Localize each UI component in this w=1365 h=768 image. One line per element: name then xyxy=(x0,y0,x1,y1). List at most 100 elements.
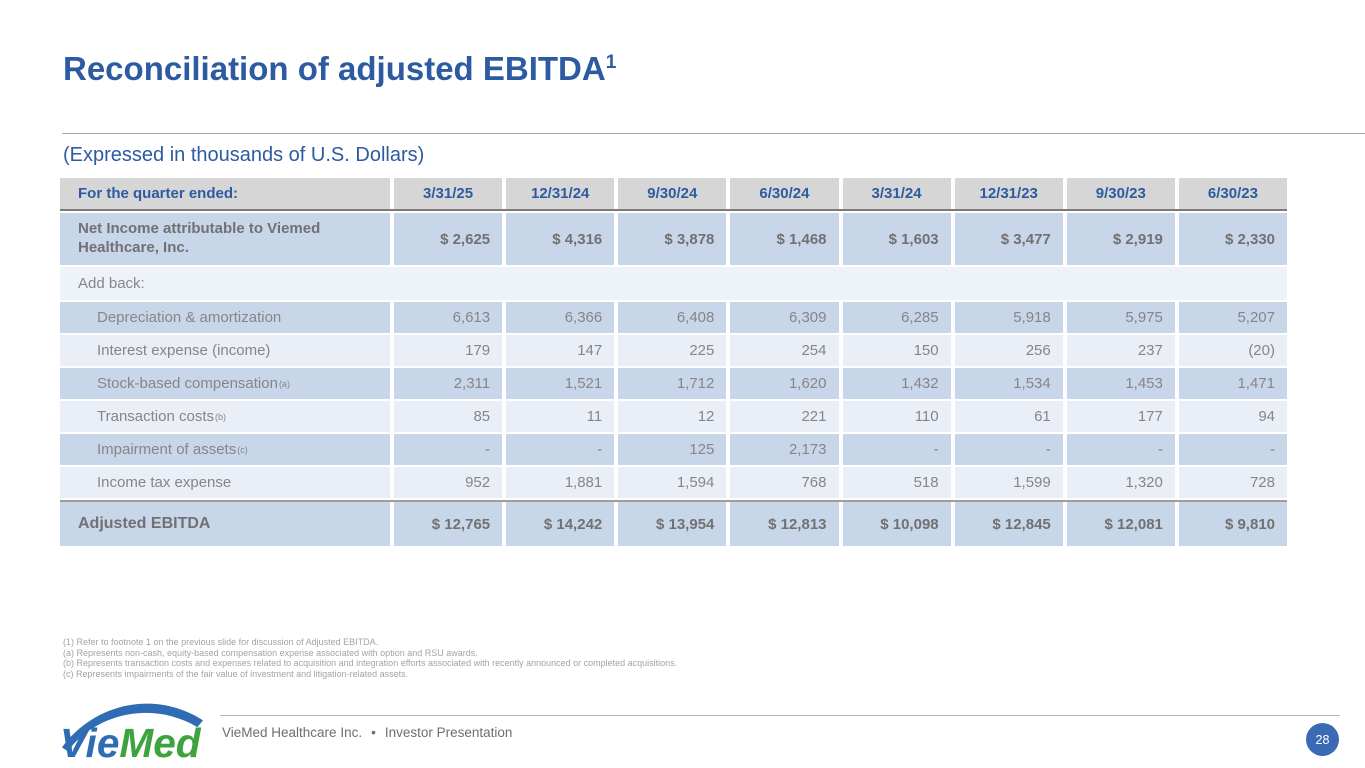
logo-swoosh-icon xyxy=(61,703,204,752)
cell-value: $ 2,330 xyxy=(1178,213,1287,265)
title-divider xyxy=(62,133,1365,134)
footer-text: VieMed Healthcare Inc. • Investor Presenta… xyxy=(222,725,512,740)
cell-value: 94 xyxy=(1178,401,1287,432)
cell-value: $ 12,765 xyxy=(394,502,503,546)
cell-value: 768 xyxy=(730,467,839,498)
cell-value: - xyxy=(954,434,1063,465)
cell-value: $ 12,813 xyxy=(730,502,839,546)
cell-value: $ 3,477 xyxy=(954,213,1063,265)
row-label: Transaction costs (b) xyxy=(60,401,390,432)
table-row: Net Income attributable to Viemed Health… xyxy=(60,213,1287,265)
ebitda-reconciliation-table: For the quarter ended: 3/31/25 12/31/24 9/3… xyxy=(60,178,1287,546)
cell-value: $ 14,242 xyxy=(506,502,615,546)
viemed-logo: VieMed xyxy=(60,703,204,763)
cell-value: 177 xyxy=(1066,401,1175,432)
title-footnote-marker: 1 xyxy=(605,52,617,73)
cell-value: 61 xyxy=(954,401,1063,432)
cell-value: $ 1,468 xyxy=(730,213,839,265)
row-label: Adjusted EBITDA xyxy=(60,502,390,546)
cell-value: (20) xyxy=(1178,335,1287,366)
table-header-row: For the quarter ended: 3/31/25 12/31/24 9/3… xyxy=(60,178,1287,211)
footer-presentation: Investor Presentation xyxy=(384,725,513,740)
units-subtitle: (Expressed in thousands of U.S. Dollars) xyxy=(63,144,425,166)
cell-value: 1,534 xyxy=(954,368,1063,399)
cell-value: 518 xyxy=(842,467,951,498)
cell-value: 6,285 xyxy=(842,302,951,333)
cell-value: 1,881 xyxy=(506,467,615,498)
cell-value: 1,320 xyxy=(1066,467,1175,498)
cell-value: 5,918 xyxy=(954,302,1063,333)
footer-divider xyxy=(220,715,1340,716)
table-row: Income tax expense 952 1,881 1,594 768 518 1,5… xyxy=(60,467,1287,498)
footnote-line: (1) Refer to footnote 1 on the previous … xyxy=(63,637,379,647)
cell-value: 1,521 xyxy=(506,368,615,399)
cell-value: 1,599 xyxy=(954,467,1063,498)
cell-value: 110 xyxy=(842,401,951,432)
row-label: Add back: xyxy=(60,267,1287,300)
column-header: 12/31/24 xyxy=(506,178,615,209)
column-header: 3/31/24 xyxy=(842,178,951,209)
table-row: Interest expense (income) 179 147 225 254 150… xyxy=(60,335,1287,366)
logo-text-green: Med xyxy=(119,720,201,763)
cell-value: 1,432 xyxy=(842,368,951,399)
cell-value: 6,366 xyxy=(506,302,615,333)
page-title: Reconciliation of adjusted EBITDA1 xyxy=(63,50,616,88)
cell-value: 728 xyxy=(1178,467,1287,498)
page-number-badge: 28 xyxy=(1306,723,1339,756)
footnote-line: (a) Represents non-cash, equity-based co… xyxy=(63,647,478,658)
label-footnote-marker: (a) xyxy=(278,378,290,389)
cell-value: 237 xyxy=(1066,335,1175,366)
cell-value: - xyxy=(1178,434,1287,465)
row-label: Depreciation & amortization xyxy=(60,302,390,333)
column-header: 6/30/24 xyxy=(730,178,839,209)
table-row: Transaction costs (b) 85 11 12 221 110 61 177 94 xyxy=(60,401,1287,432)
table-row: Impairment of assets (c) - -125 2,173- - - - xyxy=(60,434,1287,465)
cell-value: - xyxy=(1066,434,1175,465)
footnote-line: (b) Represents transaction costs and exp… xyxy=(63,658,678,669)
footnotes: (1) Refer to footnote 1 on the previous … xyxy=(63,637,677,679)
table-row: Add back: xyxy=(60,267,1287,300)
cell-value: 125 xyxy=(618,434,727,465)
cell-value: - xyxy=(842,434,951,465)
label-footnote-marker: (b) xyxy=(215,411,226,422)
cell-value: 5,207 xyxy=(1178,302,1287,333)
cell-value: 179 xyxy=(394,335,503,366)
cell-value: $ 9,810 xyxy=(1178,502,1287,546)
footer-company: VieMed Healthcare Inc. xyxy=(222,725,363,740)
row-label: Impairment of assets (c) xyxy=(60,434,390,465)
cell-value: $ 3,878 xyxy=(618,213,727,265)
cell-value: 150 xyxy=(842,335,951,366)
footnote-line: (c) Represents impairments of the fair v… xyxy=(63,668,409,679)
cell-value: 952 xyxy=(394,467,503,498)
column-header: 6/30/23 xyxy=(1178,178,1287,209)
footer-bullet: • xyxy=(371,725,376,740)
cell-value: 85 xyxy=(394,401,503,432)
page-title-text: Reconciliation of adjusted EBITDA xyxy=(63,50,606,87)
cell-value: 12 xyxy=(618,401,727,432)
table-row: Depreciation & amortization 6,613 6,366 6,4… xyxy=(60,302,1287,333)
cell-value: 1,471 xyxy=(1178,368,1287,399)
cell-value: 221 xyxy=(730,401,839,432)
cell-value: 1,620 xyxy=(730,368,839,399)
row-label: Net Income attributable to Viemed Health… xyxy=(60,213,390,265)
table-row: Stock-based compensation (a) 2,311 1,521 1,7… xyxy=(60,368,1287,399)
svg-text:VieMed: VieMed xyxy=(60,720,202,763)
cell-value: 6,309 xyxy=(730,302,839,333)
table-row: Adjusted EBITDA $ 12,765 $ 14,242 $ 13,954 $… xyxy=(60,500,1287,546)
column-header: 12/31/23 xyxy=(954,178,1063,209)
cell-value: 254 xyxy=(730,335,839,366)
cell-value: $ 1,603 xyxy=(842,213,951,265)
cell-value: 6,408 xyxy=(618,302,727,333)
logo-text-blue: Vie xyxy=(60,720,119,763)
table-corner-label: For the quarter ended: xyxy=(60,178,390,209)
cell-value: 2,173 xyxy=(730,434,839,465)
cell-value: $ 10,098 xyxy=(842,502,951,546)
cell-value: 1,453 xyxy=(1066,368,1175,399)
cell-value: $ 4,316 xyxy=(506,213,615,265)
cell-value: 225 xyxy=(618,335,727,366)
cell-value: - xyxy=(394,434,503,465)
column-header: 3/31/25 xyxy=(394,178,503,209)
cell-value: $ 12,081 xyxy=(1066,502,1175,546)
column-header: 9/30/24 xyxy=(618,178,727,209)
